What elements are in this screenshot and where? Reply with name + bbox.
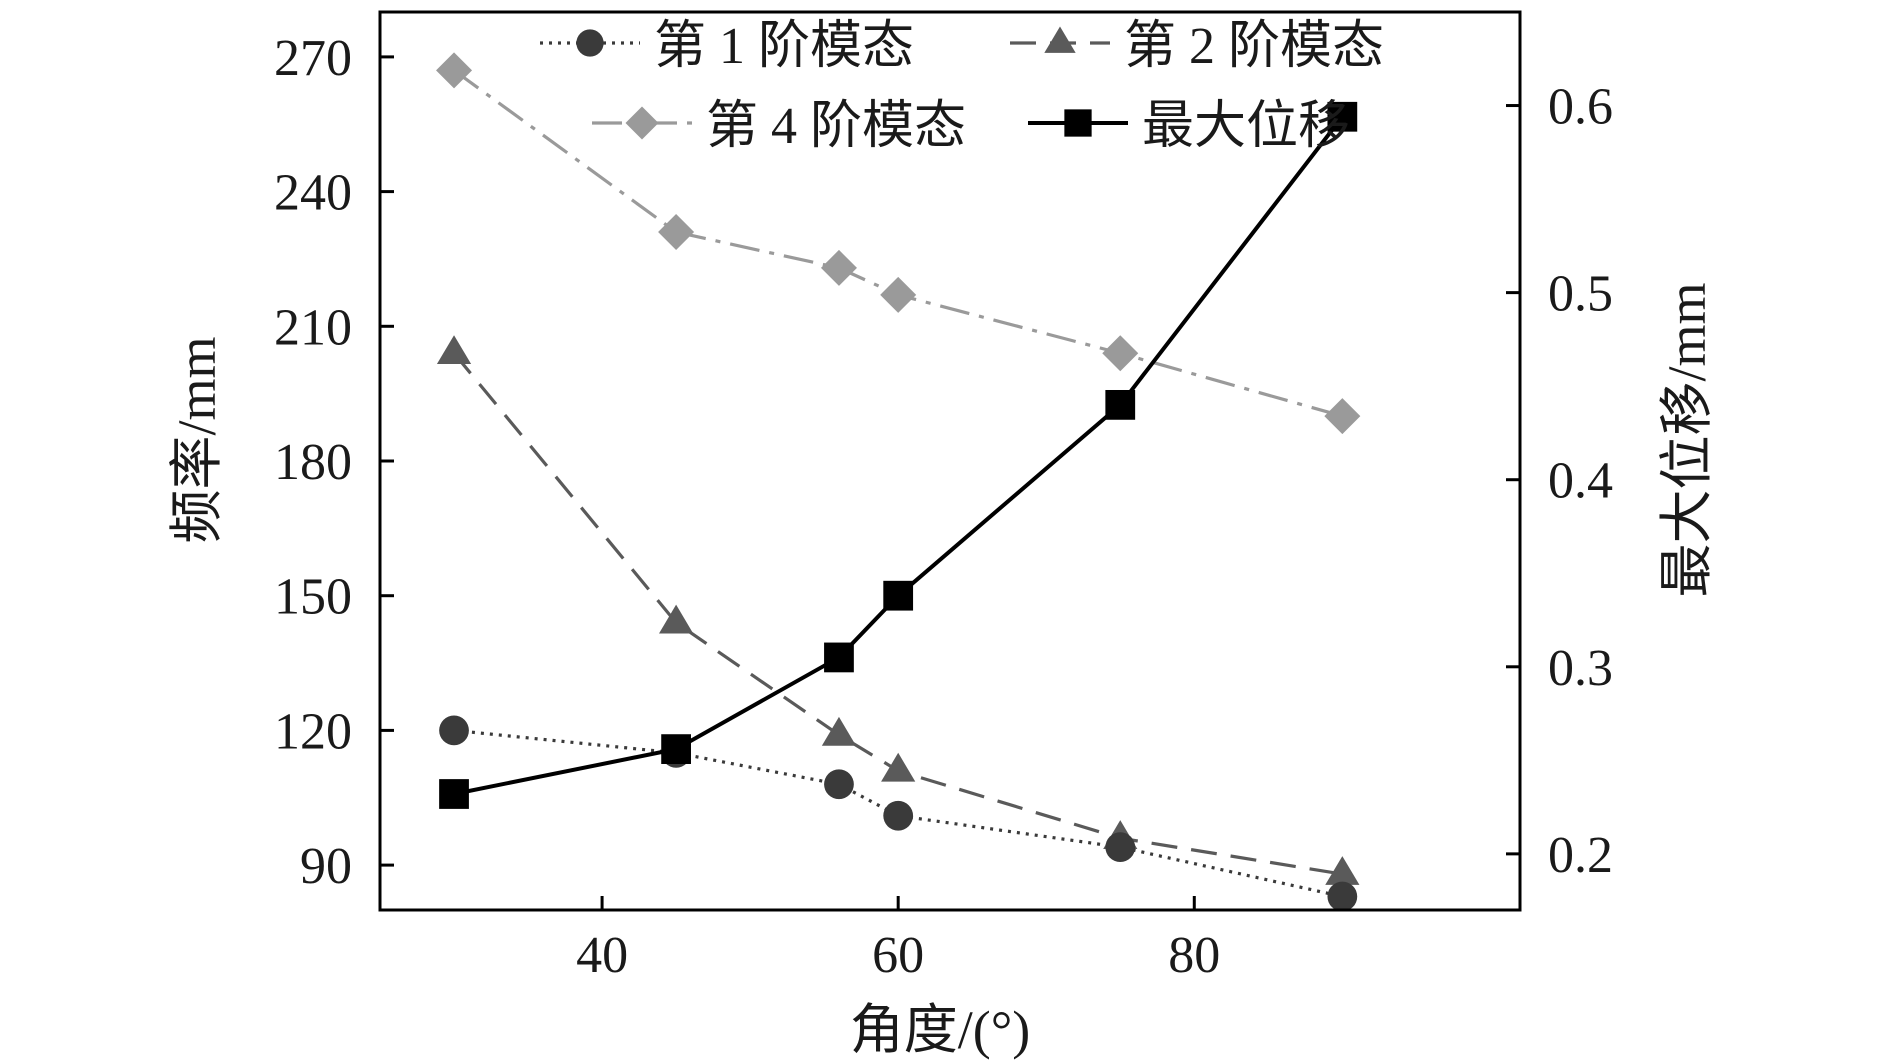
legend-item-4: 最大位移 bbox=[1028, 98, 1350, 155]
data-point bbox=[1327, 881, 1358, 912]
data-point bbox=[824, 769, 854, 800]
data-point bbox=[436, 335, 472, 365]
data-point bbox=[824, 642, 854, 673]
data-point bbox=[1324, 398, 1361, 435]
data-point bbox=[883, 580, 914, 611]
legend-item-3: 第 4 阶模态 bbox=[592, 98, 966, 155]
data-point bbox=[1102, 335, 1139, 372]
legend-marker bbox=[625, 106, 659, 140]
y-axis-left-title: 频率/mm bbox=[167, 336, 227, 543]
series-3 bbox=[436, 52, 1361, 435]
y-left-tick-label: 210 bbox=[274, 299, 352, 356]
data-point bbox=[659, 604, 694, 634]
x-tick-label: 80 bbox=[1168, 927, 1220, 984]
y-right-tick-label: 0.6 bbox=[1548, 79, 1613, 136]
data-point bbox=[436, 52, 473, 89]
legend-label: 最大位移 bbox=[1142, 98, 1350, 155]
x-tick-label: 60 bbox=[872, 927, 924, 984]
y-left-tick-label: 90 bbox=[300, 838, 352, 895]
y-left-tick-label: 180 bbox=[274, 434, 352, 491]
y-left-tick-label: 240 bbox=[274, 165, 352, 222]
series-line bbox=[452, 352, 1343, 876]
y-left-tick-label: 270 bbox=[274, 30, 352, 87]
data-point bbox=[880, 276, 917, 313]
legend-label: 第 1 阶模态 bbox=[654, 18, 914, 75]
y-axis-right-title: 最大位移/mm bbox=[1657, 282, 1717, 597]
data-point bbox=[439, 715, 469, 746]
x-tick-label: 40 bbox=[576, 927, 628, 984]
y-left-tick-label: 120 bbox=[274, 703, 352, 760]
data-point bbox=[1325, 856, 1360, 885]
axis-layer: 40 60 80 90 120 150 180 210 240 270 0.2 0.3 0.4 0.5 0.… bbox=[274, 10, 1613, 984]
data-point bbox=[820, 249, 857, 286]
x-axis-title: 角度/(°) bbox=[850, 1000, 1031, 1060]
data-point bbox=[439, 779, 469, 809]
legend-item-2: 第 2 阶模态 bbox=[1010, 18, 1384, 75]
legend-label: 第 4 阶模态 bbox=[706, 98, 966, 155]
series-layer bbox=[436, 52, 1361, 912]
y-right-tick-label: 0.5 bbox=[1548, 266, 1613, 323]
data-point bbox=[1105, 832, 1136, 863]
series-line bbox=[453, 69, 1343, 418]
legend-marker bbox=[576, 29, 604, 57]
legend-item-1: 第 1 阶模态 bbox=[540, 18, 914, 75]
series-4 bbox=[439, 101, 1358, 809]
data-point bbox=[1327, 101, 1358, 132]
legend-marker bbox=[1064, 109, 1092, 137]
data-point bbox=[881, 752, 916, 782]
series-2 bbox=[436, 335, 1360, 885]
data-point bbox=[658, 214, 695, 251]
legend-marker bbox=[1044, 26, 1076, 53]
data-point bbox=[661, 734, 691, 764]
series-line bbox=[453, 115, 1344, 796]
data-point bbox=[883, 800, 914, 831]
legend-label: 第 2 阶模态 bbox=[1124, 18, 1384, 75]
data-point bbox=[1105, 389, 1136, 420]
y-right-tick-label: 0.2 bbox=[1548, 827, 1613, 884]
y-right-tick-label: 0.3 bbox=[1548, 640, 1613, 697]
y-right-tick-label: 0.4 bbox=[1548, 453, 1613, 510]
data-point bbox=[821, 716, 857, 746]
y-left-tick-label: 150 bbox=[274, 569, 352, 626]
